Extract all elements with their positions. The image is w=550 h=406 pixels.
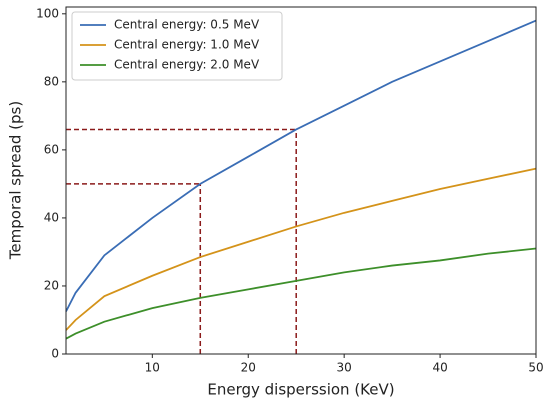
y-tick-label: 60 <box>44 142 59 156</box>
x-tick-label: 50 <box>528 361 543 375</box>
y-tick-label: 0 <box>51 347 59 361</box>
plot-frame <box>65 6 537 355</box>
y-axis-label: Temporal spread (ps) <box>7 101 25 260</box>
y-tick-label: 20 <box>44 278 59 292</box>
legend-label: Central energy: 1.0 MeV <box>114 38 260 52</box>
series-line <box>65 167 537 331</box>
x-axis-label: Energy disperssion (KeV) <box>207 381 394 399</box>
x-tick-label: 20 <box>241 361 256 375</box>
y-tick-label: 100 <box>36 6 59 20</box>
x-tick-label: 10 <box>145 361 160 375</box>
y-tick-label: 80 <box>44 74 59 88</box>
series-line <box>65 247 537 340</box>
x-tick-label: 30 <box>337 361 352 375</box>
x-tick-label: 40 <box>432 361 447 375</box>
y-tick-label: 40 <box>44 210 59 224</box>
legend-box <box>71 11 283 81</box>
series-line <box>65 19 537 312</box>
legend-label: Central energy: 0.5 MeV <box>114 18 260 32</box>
legend-label: Central energy: 2.0 MeV <box>114 58 260 72</box>
